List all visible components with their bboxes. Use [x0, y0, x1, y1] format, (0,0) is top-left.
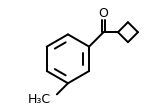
Text: O: O [99, 7, 109, 20]
Text: H₃C: H₃C [28, 93, 51, 106]
